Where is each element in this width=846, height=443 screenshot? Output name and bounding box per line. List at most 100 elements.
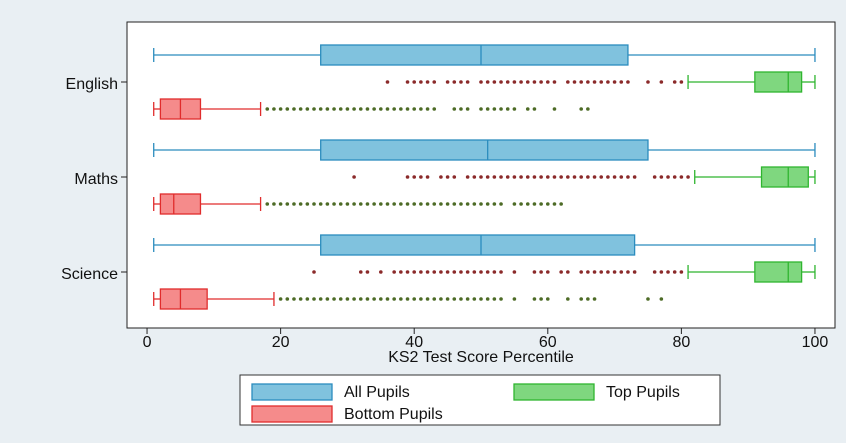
outlier — [338, 297, 343, 301]
outlier — [385, 80, 390, 84]
outlier — [586, 80, 590, 84]
outlier — [305, 202, 310, 206]
outlier — [505, 80, 510, 84]
outlier — [499, 270, 503, 274]
legend-label: All Pupils — [344, 384, 410, 401]
outlier — [305, 297, 310, 301]
outlier — [312, 297, 316, 301]
outlier — [479, 80, 483, 84]
outlier — [579, 107, 583, 111]
outlier — [372, 107, 376, 111]
outlier — [439, 202, 443, 206]
outlier — [325, 202, 330, 206]
outlier — [659, 80, 664, 84]
outlier — [659, 297, 664, 301]
outlier — [432, 107, 437, 111]
outlier — [492, 175, 497, 179]
outlier — [365, 297, 370, 301]
outlier — [512, 297, 517, 301]
outlier — [392, 107, 396, 111]
outlier — [385, 297, 390, 301]
outlier — [539, 80, 543, 84]
legend-swatch — [251, 405, 333, 423]
outlier — [345, 107, 350, 111]
outlier — [679, 80, 684, 84]
outlier — [472, 202, 477, 206]
x-tick-label: 40 — [405, 334, 423, 351]
outlier — [612, 175, 617, 179]
outlier — [459, 80, 463, 84]
outlier — [485, 202, 490, 206]
outlier — [519, 175, 523, 179]
outlier — [265, 107, 270, 111]
outlier — [358, 297, 363, 301]
x-axis-label: KS2 Test Score Percentile — [388, 349, 574, 366]
outlier — [385, 202, 390, 206]
outlier — [305, 107, 310, 111]
outlier — [559, 270, 563, 274]
outlier — [499, 175, 503, 179]
outlier — [472, 297, 477, 301]
outlier — [552, 80, 557, 84]
box — [159, 288, 208, 310]
outlier — [439, 175, 443, 179]
outlier — [619, 175, 624, 179]
outlier — [579, 80, 583, 84]
outlier — [485, 80, 490, 84]
outlier — [465, 202, 470, 206]
outlier — [452, 202, 457, 206]
outlier — [292, 202, 296, 206]
outlier — [452, 175, 457, 179]
outlier — [532, 107, 537, 111]
outlier — [465, 107, 470, 111]
outlier — [479, 107, 483, 111]
outlier — [592, 297, 597, 301]
outlier — [499, 297, 503, 301]
outlier — [285, 107, 290, 111]
outlier — [352, 175, 356, 179]
outlier — [425, 202, 430, 206]
outlier — [672, 270, 677, 274]
outlier — [379, 270, 383, 274]
outlier — [392, 297, 396, 301]
outlier — [539, 297, 543, 301]
outlier — [392, 202, 396, 206]
outlier — [419, 107, 423, 111]
legend-label: Bottom Pupils — [344, 406, 443, 423]
outlier — [419, 80, 423, 84]
outlier — [405, 175, 410, 179]
outlier — [459, 297, 463, 301]
outlier — [419, 202, 423, 206]
x-tick-label: 20 — [272, 334, 290, 351]
outlier — [452, 270, 457, 274]
outlier — [492, 297, 497, 301]
outlier — [345, 202, 350, 206]
outlier — [432, 80, 437, 84]
outlier — [652, 175, 657, 179]
outlier — [325, 107, 330, 111]
outlier — [672, 80, 677, 84]
outlier — [358, 202, 363, 206]
outlier — [512, 202, 517, 206]
outlier — [425, 175, 430, 179]
y-tick-label: English — [66, 76, 118, 93]
x-tick-label: 80 — [672, 334, 690, 351]
box — [320, 139, 649, 161]
outlier — [405, 270, 410, 274]
outlier — [652, 270, 657, 274]
outlier — [599, 80, 604, 84]
outlier — [412, 80, 417, 84]
legend-swatch — [251, 383, 333, 401]
outlier — [559, 175, 563, 179]
outlier — [505, 107, 510, 111]
outlier — [679, 175, 684, 179]
outlier — [472, 175, 477, 179]
outlier — [312, 202, 316, 206]
outlier — [525, 80, 530, 84]
outlier — [338, 202, 343, 206]
box — [320, 44, 629, 66]
box — [760, 166, 809, 188]
outlier — [592, 270, 597, 274]
outlier — [512, 80, 517, 84]
